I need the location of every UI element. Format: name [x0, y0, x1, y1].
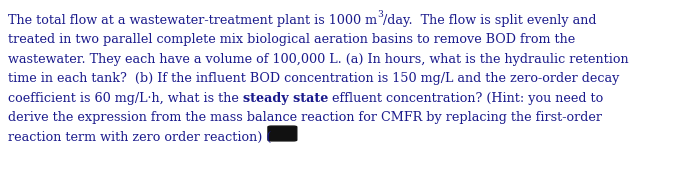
Text: /day.  The flow is split evenly and: /day. The flow is split evenly and — [383, 14, 597, 27]
Text: wastewater. They each have a volume of 100,000 L. (a) In hours, what is the hydr: wastewater. They each have a volume of 1… — [8, 53, 629, 66]
Text: treated in two parallel complete mix biological aeration basins to remove BOD fr: treated in two parallel complete mix bio… — [8, 33, 575, 46]
Text: time in each tank?  (b) If the influent BOD concentration is 150 mg/L and the ze: time in each tank? (b) If the influent B… — [8, 72, 619, 85]
Text: steady state: steady state — [243, 92, 328, 105]
Text: coefficient is 60 mg/L·h, what is the: coefficient is 60 mg/L·h, what is the — [8, 92, 243, 105]
FancyBboxPatch shape — [268, 126, 297, 141]
Text: 3: 3 — [377, 10, 383, 19]
Text: effluent concentration? (Hint: you need to: effluent concentration? (Hint: you need … — [328, 92, 604, 105]
Text: reaction term with zero order reaction) (: reaction term with zero order reaction) … — [8, 131, 271, 144]
Text: The total flow at a wastewater-treatment plant is 1000 m: The total flow at a wastewater-treatment… — [8, 14, 377, 27]
Text: derive the expression from the mass balance reaction for CMFR by replacing the f: derive the expression from the mass bala… — [8, 111, 602, 124]
